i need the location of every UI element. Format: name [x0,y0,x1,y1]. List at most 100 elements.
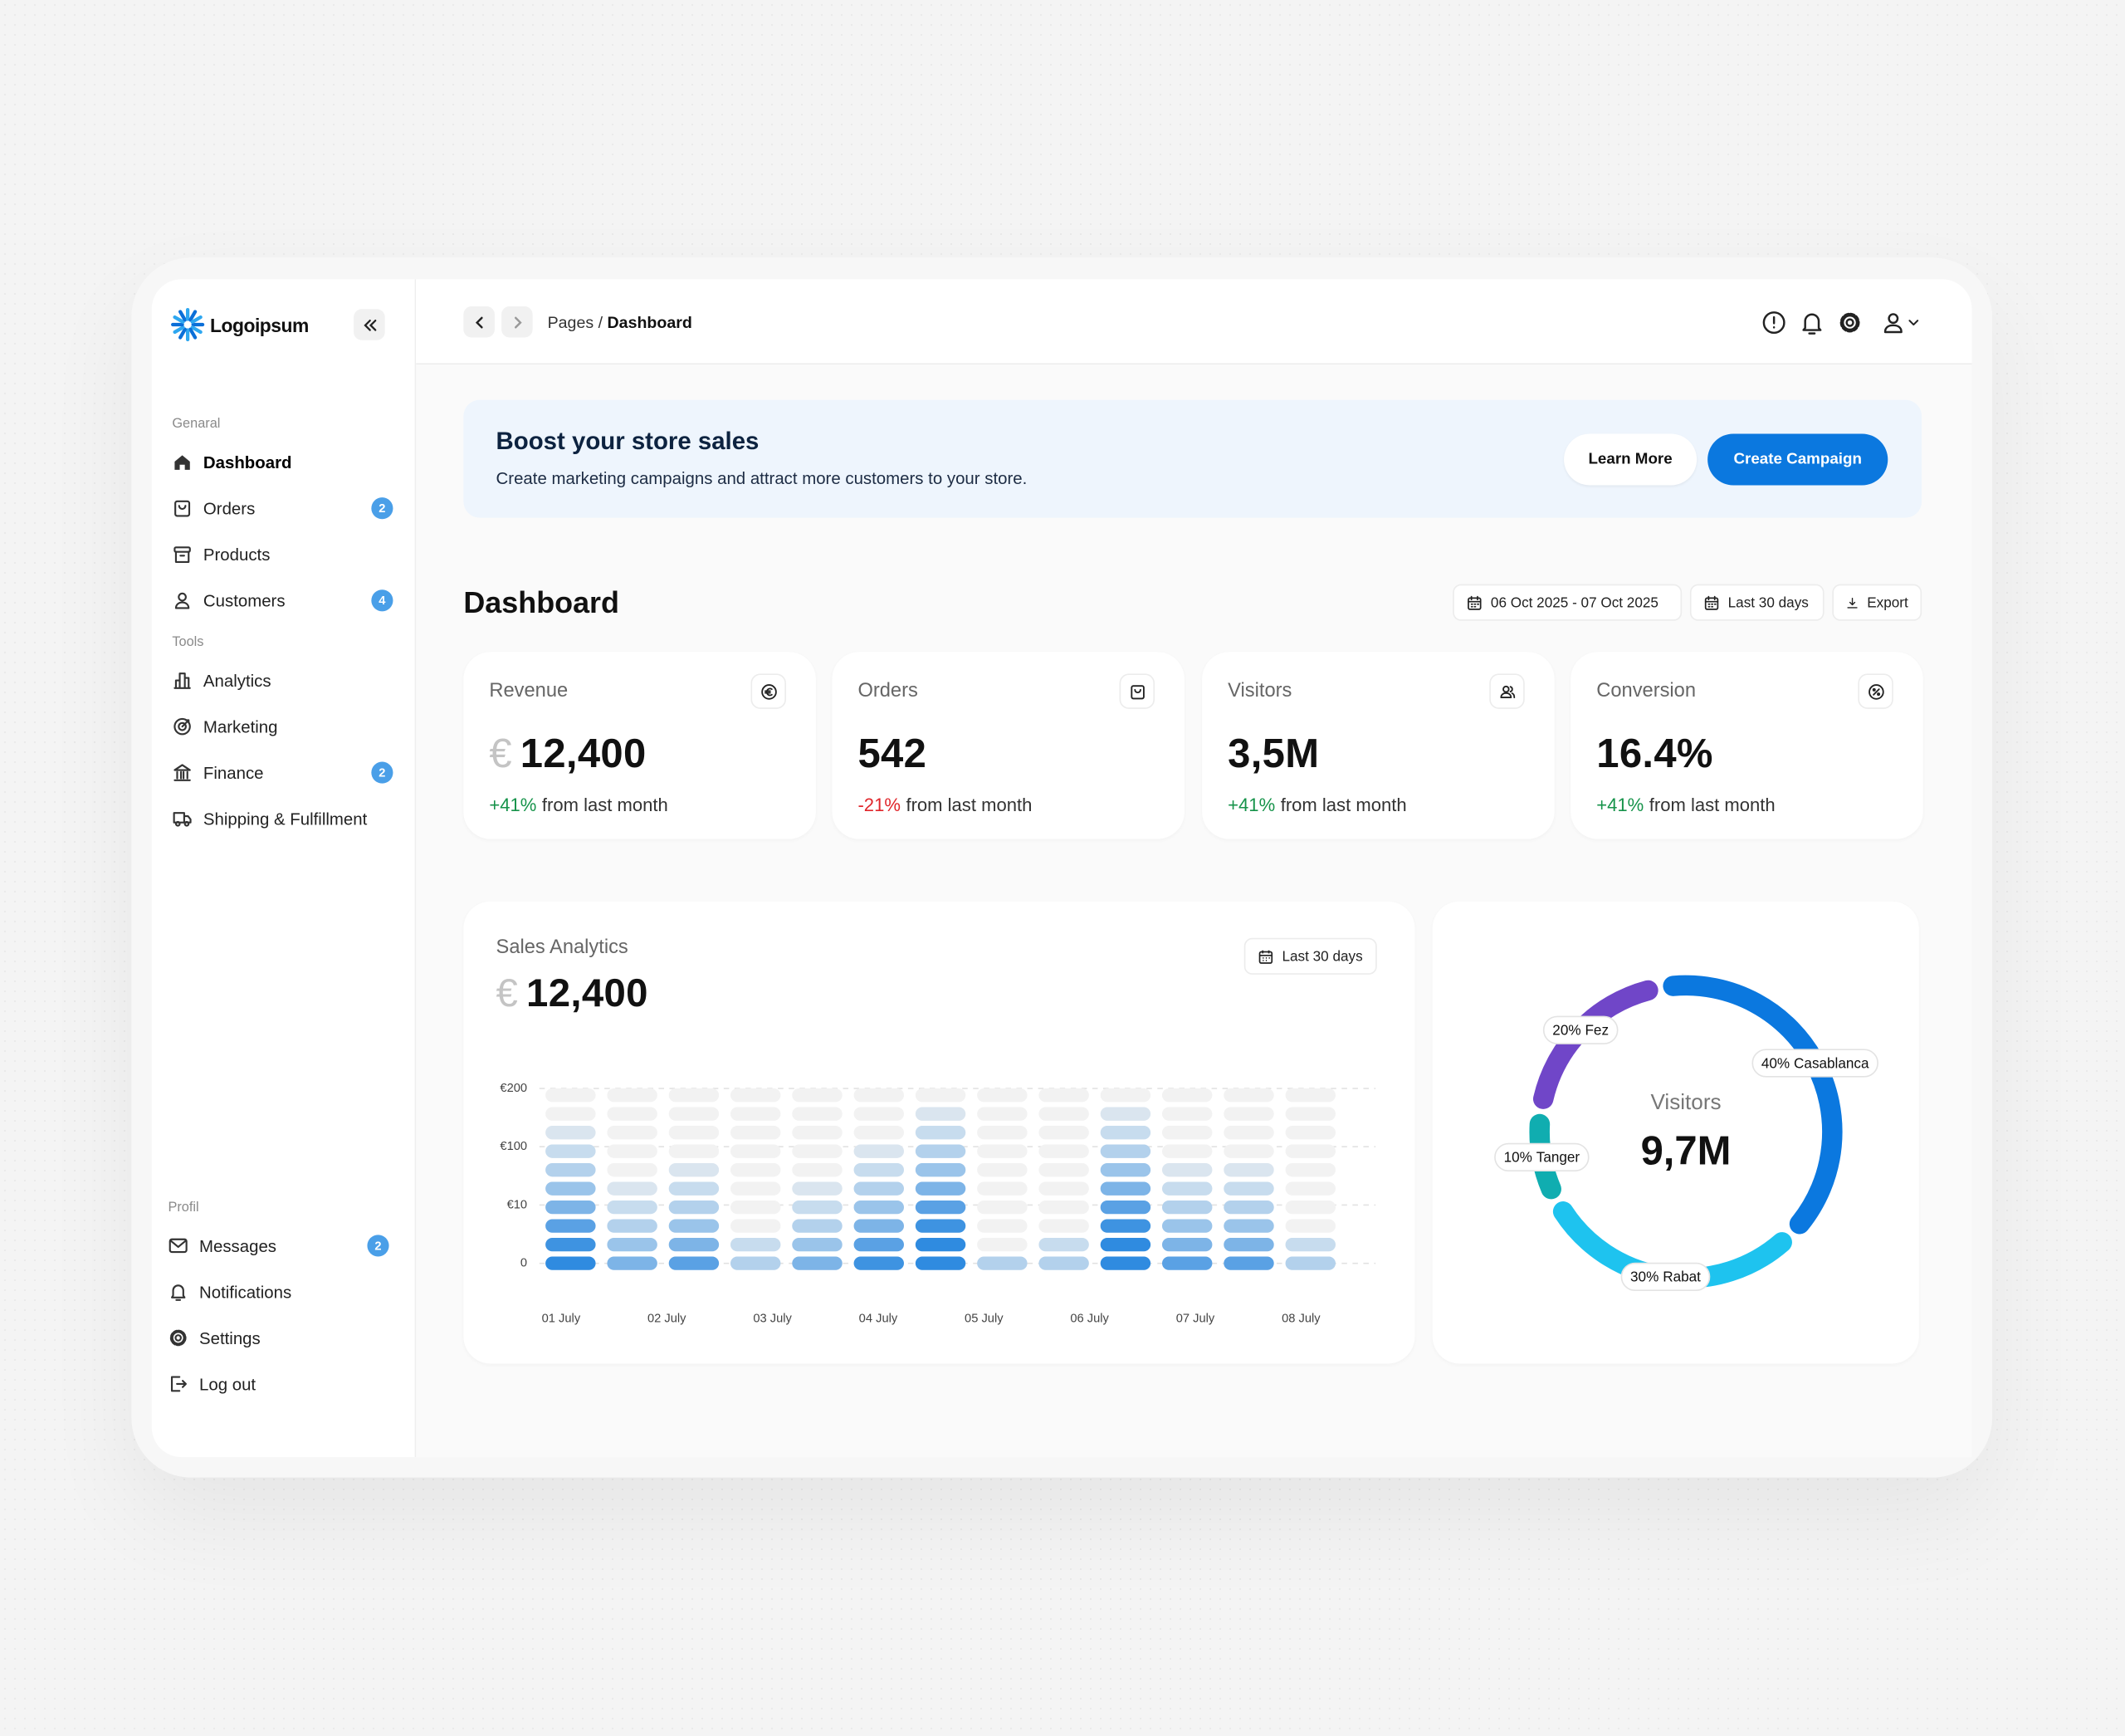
nav-section-title: Genaral [172,417,221,432]
empty-cell [1161,1162,1213,1177]
forward-button[interactable] [501,306,533,338]
icon-shape [174,601,190,609]
empty-cell [668,1219,720,1233]
logo-ray [188,310,198,322]
nav-label: Analytics [203,671,271,691]
nav-item[interactable]: Log out [168,1374,256,1394]
bar [1038,1237,1089,1270]
nav-label: Orders [203,498,256,518]
bar [545,1126,596,1270]
bar-cell [1161,1162,1213,1177]
create-campaign-button[interactable]: Create Campaign [1707,433,1888,486]
empty-cell [853,1200,904,1215]
breadcrumb-parent[interactable]: Pages [547,313,594,332]
icon-shape [1468,594,1482,607]
empty-cell [977,1144,1028,1158]
empty-cell [977,1200,1028,1215]
settings-icon[interactable] [1839,312,1860,333]
notification-icon[interactable] [1802,313,1822,335]
nav-item[interactable]: Finance [172,762,264,783]
icon-shape [169,1238,188,1254]
icon-shape [1704,594,1719,607]
donut-label: 20% Fez [1542,1015,1619,1044]
donut-label-bg [1542,1015,1619,1044]
donut-label-bg [1620,1262,1711,1292]
kpi-icon-box [1489,673,1525,709]
donut-label-value: 40% [1761,1054,1790,1071]
nav-section-title: Tools [172,634,204,650]
empty-cell [1285,1144,1336,1158]
empty-cell [1224,1107,1274,1121]
back-icon-path [475,315,482,328]
empty-cell [1224,1088,1274,1103]
donut-label-name: Rabat [1663,1268,1701,1284]
bar-cell [668,1181,720,1196]
nav-item[interactable]: Analytics [172,670,271,690]
icon-shape [174,455,190,470]
empty-cell [668,1088,720,1103]
nav-item[interactable]: Notifications [168,1282,291,1302]
logo-ray [178,310,187,322]
nav-item[interactable]: Products [172,545,270,565]
filter-text: Export [1867,594,1908,611]
bar-cell [545,1237,596,1252]
empty-cell [1038,1126,1089,1140]
nav-item[interactable]: Marketing [172,716,278,736]
icon-shape [1468,596,1482,609]
bar-cell [792,1256,843,1270]
empty-cell [1038,1181,1089,1196]
donut-label-bg [1494,1142,1590,1172]
donut-label: 30% Rabat [1620,1262,1711,1292]
empty-cell [1161,1088,1213,1103]
back-button[interactable] [463,306,495,338]
empty-cell [1161,1200,1213,1215]
x-tick-label: 08 July [1282,1312,1321,1325]
filter-button[interactable]: Export [1832,584,1922,621]
nav-item[interactable]: Orders [172,498,255,518]
info-icon[interactable] [1762,311,1785,335]
nav-item[interactable]: Settings [168,1328,261,1347]
bar-cell [545,1200,596,1215]
nav-label: Finance [203,763,264,783]
nav-icon [174,592,190,609]
learn-more-button[interactable]: Learn More [1564,433,1698,486]
y-tick-label: €10 [507,1198,528,1211]
filter-button[interactable]: Last 30 days [1689,584,1825,621]
kpi-currency: € [489,731,512,777]
icon-shape [1704,596,1719,609]
kpi-change-text: from last month [1649,795,1776,816]
banner-text: Create marketing campaigns and attract m… [496,468,1028,488]
donut-segment [1532,980,1658,1109]
bar-cell [1161,1256,1213,1270]
donut-center-value: 9,7M [1641,1128,1732,1173]
bar-cell [1100,1219,1151,1233]
kpi-change-value: +41% [1228,795,1276,816]
empty-cell [1285,1162,1336,1177]
bar-cell [668,1219,720,1233]
bar-cell [1224,1219,1274,1233]
bar-cell [545,1219,596,1233]
empty-cell [1161,1107,1213,1121]
bar [668,1162,720,1270]
filter-button[interactable]: 06 Oct 2025 - 07 Oct 2025 [1453,584,1683,621]
nav-item[interactable]: Messages [168,1235,276,1255]
empty-cell [730,1144,781,1158]
nav-item[interactable]: Customers [172,590,286,610]
sales-filter-button[interactable]: Last 30 days [1243,937,1377,975]
empty-cell [977,1088,1028,1103]
empty-cell [792,1237,843,1252]
icon-shape [170,1284,186,1301]
account-menu[interactable] [1883,313,1919,334]
empty-cell [977,1162,1028,1177]
nav-item[interactable]: Dashboard [172,452,292,472]
sales-filter-text: Last 30 days [1282,948,1363,965]
nav-item[interactable]: Shipping & Fulfillment [172,809,367,829]
nav-label: Dashboard [203,452,292,472]
sales-total: €12,400 [496,972,648,1017]
icon-shape [169,1329,187,1347]
sales-card: 0 €10 €100 €200 01 July 02 July 03 July 04 July… [463,901,1415,1364]
collapse-button[interactable] [354,309,385,340]
kpi-change-value: -21% [857,795,901,816]
empty-cell [1224,1219,1274,1233]
